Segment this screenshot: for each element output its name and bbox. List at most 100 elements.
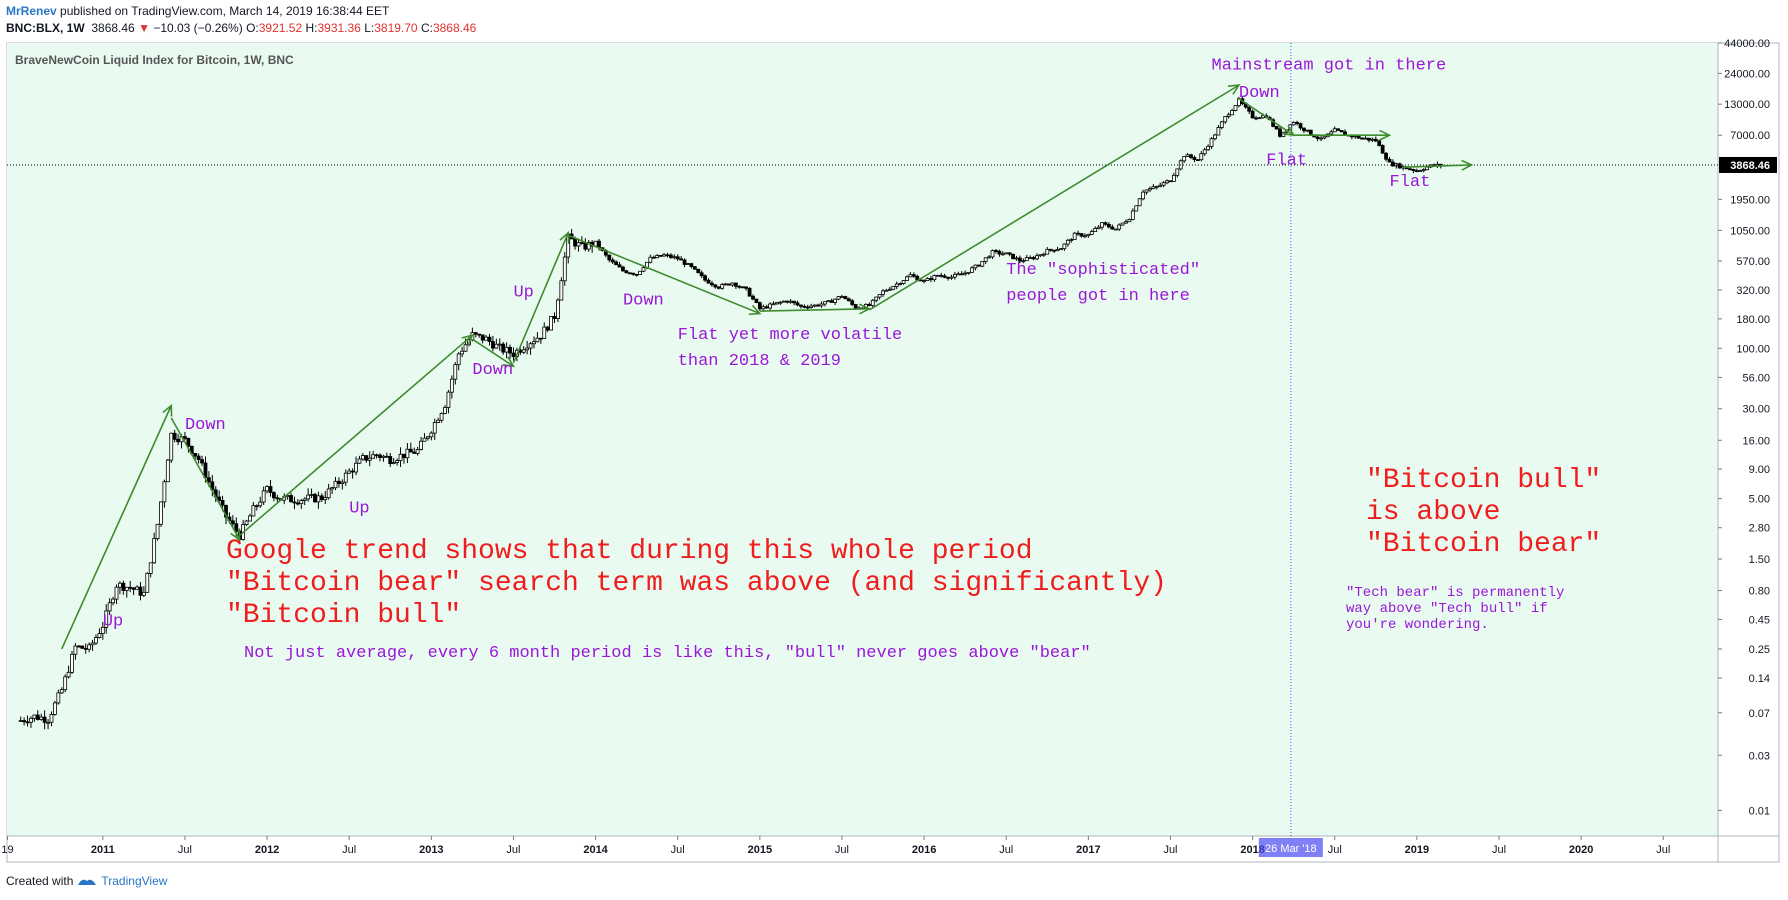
right-annotation-line: "Bitcoin bear": [1366, 529, 1601, 560]
candle-body: [1000, 253, 1005, 256]
candle-body: [1072, 232, 1077, 240]
candle-body: [1408, 168, 1412, 171]
candle-body: [1100, 222, 1104, 228]
candle-body: [655, 254, 660, 259]
candle-body: [384, 455, 389, 458]
candle-body: [193, 453, 198, 457]
candle-body: [870, 299, 875, 306]
trend-arrow-line: [1403, 164, 1472, 169]
candle-body: [443, 407, 447, 414]
trend-arrowhead: [1379, 129, 1392, 141]
candle-body: [1185, 154, 1190, 157]
candle-body: [326, 488, 331, 499]
candle-body: [121, 582, 126, 591]
x-tick-label: Jul: [1656, 844, 1670, 856]
candle-body: [771, 303, 776, 306]
candle-body: [747, 287, 752, 297]
down-triangle-icon: ▼: [138, 21, 150, 35]
candle-body: [302, 498, 307, 501]
candle-body: [610, 259, 615, 263]
candle-body: [1319, 137, 1323, 140]
candle-body: [1308, 129, 1313, 136]
candle-body: [1144, 189, 1149, 193]
candle-body: [1250, 110, 1255, 119]
candle-body: [788, 300, 793, 303]
candle-body: [343, 472, 348, 483]
candle-body: [323, 497, 328, 501]
candle-body: [1425, 166, 1430, 171]
candle-body: [1199, 153, 1204, 161]
candle-body: [901, 280, 906, 284]
x-tick-label: 2020: [1569, 844, 1593, 856]
y-tick-label: 0.01: [1749, 805, 1770, 817]
last-price: 3868.46: [91, 21, 135, 35]
candle-body: [1021, 260, 1026, 263]
candle-body: [1004, 252, 1009, 255]
candle-body: [53, 702, 57, 715]
tradingview-brand[interactable]: TradingView: [101, 874, 168, 888]
ohlc-line: BNC:BLX, 1W 3868.46 ▼ −10.03 (−0.26%) O:…: [6, 21, 476, 36]
candle-body: [508, 346, 512, 354]
candle-body: [740, 286, 745, 289]
trend-label: Mainstream got in there: [1212, 56, 1447, 75]
candle-body: [922, 280, 926, 282]
candle-body: [1052, 249, 1057, 252]
y-tick-label: 5.00: [1749, 494, 1770, 506]
candle-body: [631, 272, 636, 275]
candle-body: [679, 258, 684, 261]
x-tick-label: Jul: [671, 844, 685, 856]
candle-body: [881, 290, 885, 295]
candle-body: [186, 437, 191, 447]
candle-body: [206, 477, 211, 483]
candle-body: [1377, 140, 1382, 146]
y-tick-label: 0.14: [1749, 673, 1770, 685]
candle-body: [836, 296, 841, 300]
plot-area[interactable]: [7, 43, 1718, 836]
candle-body: [309, 493, 314, 496]
candle-body: [956, 273, 961, 276]
candle-body: [299, 500, 304, 505]
candle-body: [292, 501, 297, 504]
big-annotation-line: Google trend shows that during this whol…: [226, 536, 1033, 567]
candle-body: [952, 274, 957, 278]
candle-body: [1038, 254, 1043, 257]
candle-body: [802, 305, 807, 308]
candle-body: [1018, 257, 1022, 262]
price-axis[interactable]: 44000.00 24000.00 13000.00 7000.00 1950.00 10…: [1718, 38, 1770, 817]
candle-body: [874, 296, 879, 301]
candle-body: [1233, 105, 1238, 111]
trend-arrowhead: [230, 528, 241, 542]
candle-body: [1024, 257, 1029, 262]
candle-body: [675, 256, 680, 260]
right-annotation-line: is above: [1366, 497, 1500, 528]
time-axis[interactable]: 19 2011 Jul 2012 Jul 2013 Jul 2014 Jul 2015 Jul 201…: [1, 836, 1670, 856]
candle-body: [316, 495, 321, 503]
candle-body: [887, 288, 892, 291]
candle-body: [162, 481, 167, 503]
candle-body: [586, 241, 591, 250]
y-tick-label: 24000.00: [1724, 68, 1770, 80]
candle-body: [549, 315, 553, 331]
y-tick-label: 1050.00: [1730, 225, 1770, 237]
candle-body: [59, 689, 64, 694]
candle-body: [846, 298, 851, 302]
candle-body: [1305, 129, 1310, 132]
close-label: C:: [420, 21, 433, 35]
low-label: L:: [364, 21, 375, 35]
author-name[interactable]: MrRenev: [6, 4, 57, 18]
candle-body: [946, 276, 950, 279]
candle-body: [727, 283, 731, 286]
candle-body: [100, 626, 105, 634]
trend-arrow-line: [170, 417, 241, 541]
candle-body: [1373, 138, 1378, 142]
candle-body: [501, 343, 506, 353]
price-chart[interactable]: BraveNewCoin Liquid Index for Bitcoin, 1…: [0, 0, 1788, 870]
x-tick-label: Jul: [999, 844, 1013, 856]
candle-body: [439, 413, 444, 421]
candle-body: [374, 454, 379, 457]
candle-body: [145, 573, 150, 593]
x-tick-label: 19: [1, 844, 13, 856]
candle-body: [494, 343, 499, 349]
candle-body: [720, 284, 725, 289]
candle-body: [333, 480, 338, 489]
